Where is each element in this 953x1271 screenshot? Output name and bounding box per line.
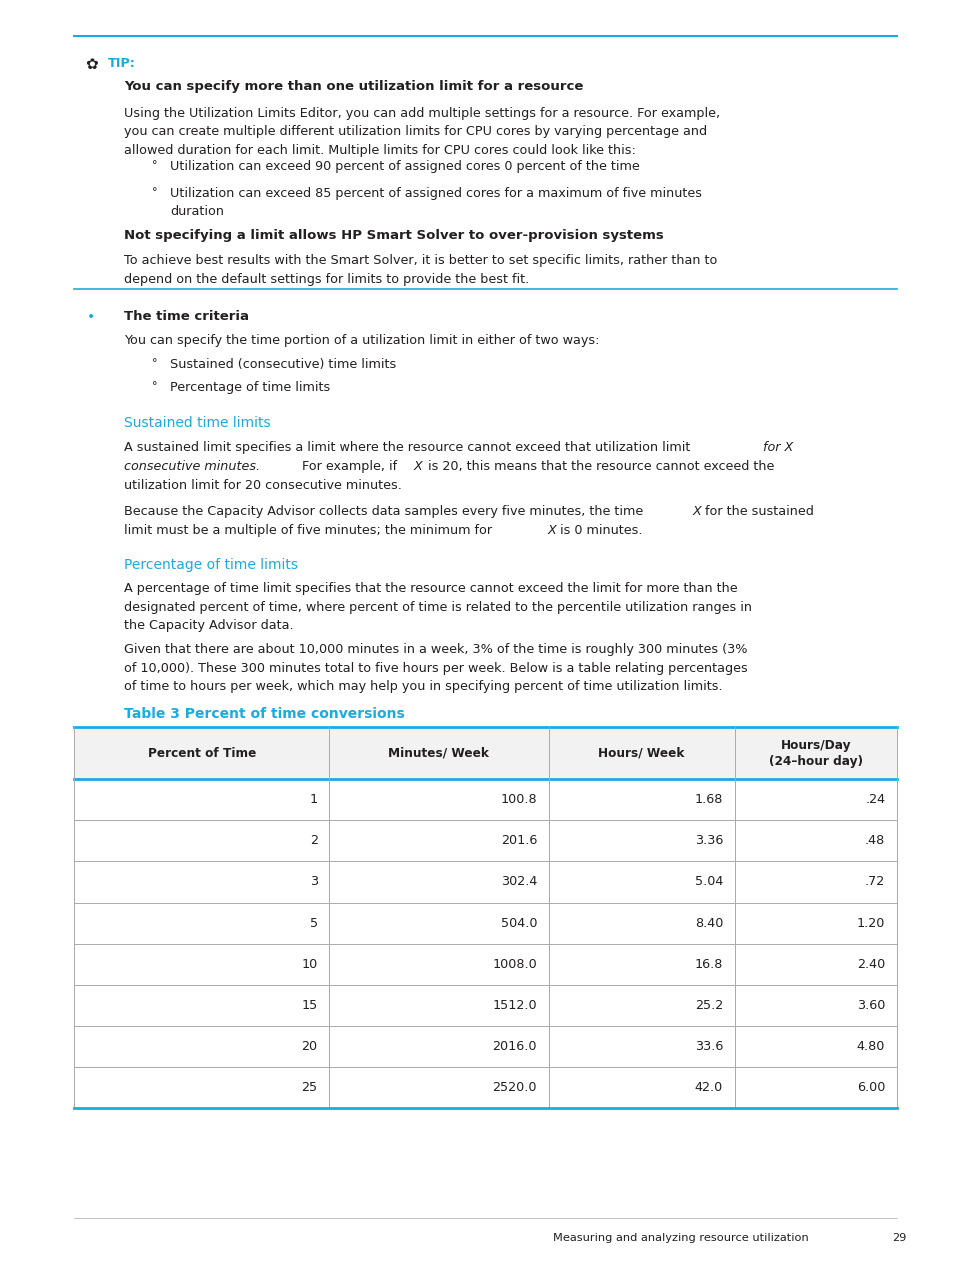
Text: .24: .24 [864,793,884,806]
Text: Sustained (consecutive) time limits: Sustained (consecutive) time limits [170,358,395,371]
Text: Hours/Day
(24–hour day): Hours/Day (24–hour day) [768,738,862,768]
Text: 5: 5 [309,916,317,929]
Text: •: • [87,310,94,324]
Text: 25.2: 25.2 [694,999,722,1012]
Text: To achieve best results with the Smart Solver, it is better to set specific limi: To achieve best results with the Smart S… [124,254,717,286]
Text: 1008.0: 1008.0 [492,958,537,971]
Text: Given that there are about 10,000 minutes in a week, 3% of the time is roughly 3: Given that there are about 10,000 minute… [124,643,747,693]
Text: For example, if: For example, if [297,460,400,473]
Text: 42.0: 42.0 [694,1082,722,1094]
Text: Because the Capacity Advisor collects data samples every five minutes, the time: Because the Capacity Advisor collects da… [124,505,646,517]
Text: 16.8: 16.8 [694,958,722,971]
Text: The time criteria: The time criteria [124,310,249,323]
Text: 201.6: 201.6 [500,834,537,848]
Text: 5.04: 5.04 [694,876,722,888]
Text: 20: 20 [301,1040,317,1054]
Text: for the sustained: for the sustained [700,505,813,517]
Text: 6.00: 6.00 [856,1082,884,1094]
Text: X: X [692,505,700,517]
Text: is 20, this means that the resource cannot exceed the: is 20, this means that the resource cann… [423,460,773,473]
Text: Utilization can exceed 85 percent of assigned cores for a maximum of five minute: Utilization can exceed 85 percent of ass… [170,187,701,219]
Text: 2520.0: 2520.0 [492,1082,537,1094]
Text: 302.4: 302.4 [500,876,537,888]
Bar [74,727,896,779]
Text: 1.68: 1.68 [694,793,722,806]
Text: for X: for X [762,441,793,454]
Text: .72: .72 [864,876,884,888]
Text: TIP:: TIP: [108,57,135,70]
Text: You can specify the time portion of a utilization limit in either of two ways:: You can specify the time portion of a ut… [124,334,598,347]
Text: 2.40: 2.40 [856,958,884,971]
Text: Using the Utilization Limits Editor, you can add multiple settings for a resourc: Using the Utilization Limits Editor, you… [124,107,720,156]
Text: A sustained limit specifies a limit where the resource cannot exceed that utiliz: A sustained limit specifies a limit wher… [124,441,694,454]
Text: Percentage of time limits: Percentage of time limits [170,381,330,394]
Text: ✿: ✿ [85,57,98,72]
Text: 2016.0: 2016.0 [492,1040,537,1054]
Text: 10: 10 [301,958,317,971]
Text: A percentage of time limit specifies that the resource cannot exceed the limit f: A percentage of time limit specifies tha… [124,582,751,632]
Text: Utilization can exceed 90 percent of assigned cores 0 percent of the time: Utilization can exceed 90 percent of ass… [170,160,639,173]
Text: 29: 29 [891,1233,905,1243]
Text: °: ° [152,381,157,391]
Text: X: X [547,524,556,536]
Text: 3: 3 [309,876,317,888]
Text: °: ° [152,160,157,170]
Text: limit must be a multiple of five minutes; the minimum for: limit must be a multiple of five minutes… [124,524,496,536]
Text: °: ° [152,358,157,369]
Text: .48: .48 [864,834,884,848]
Text: 1512.0: 1512.0 [492,999,537,1012]
Text: 1: 1 [309,793,317,806]
Text: °: ° [152,187,157,197]
Text: Measuring and analyzing resource utilization: Measuring and analyzing resource utiliza… [553,1233,808,1243]
Text: 1.20: 1.20 [856,916,884,929]
Text: 3.36: 3.36 [694,834,722,848]
Text: utilization limit for 20 consecutive minutes.: utilization limit for 20 consecutive min… [124,479,401,492]
Text: You can specify more than one utilization limit for a resource: You can specify more than one utilizatio… [124,80,583,93]
Text: 25: 25 [301,1082,317,1094]
Text: X: X [414,460,422,473]
Text: 4.80: 4.80 [856,1040,884,1054]
Text: 3.60: 3.60 [856,999,884,1012]
Text: Not specifying a limit allows HP Smart Solver to over-provision systems: Not specifying a limit allows HP Smart S… [124,229,663,241]
Text: 8.40: 8.40 [694,916,722,929]
Text: 15: 15 [301,999,317,1012]
Text: Hours/ Week: Hours/ Week [598,746,684,760]
Text: 33.6: 33.6 [694,1040,722,1054]
Text: Sustained time limits: Sustained time limits [124,416,271,430]
Text: is 0 minutes.: is 0 minutes. [556,524,642,536]
Text: consecutive minutes.: consecutive minutes. [124,460,260,473]
Text: Percent of Time: Percent of Time [148,746,255,760]
Text: Minutes/ Week: Minutes/ Week [388,746,489,760]
Text: Table 3 Percent of time conversions: Table 3 Percent of time conversions [124,707,404,721]
Text: 100.8: 100.8 [500,793,537,806]
Text: 504.0: 504.0 [500,916,537,929]
Text: 2: 2 [310,834,317,848]
Text: Percentage of time limits: Percentage of time limits [124,558,297,572]
